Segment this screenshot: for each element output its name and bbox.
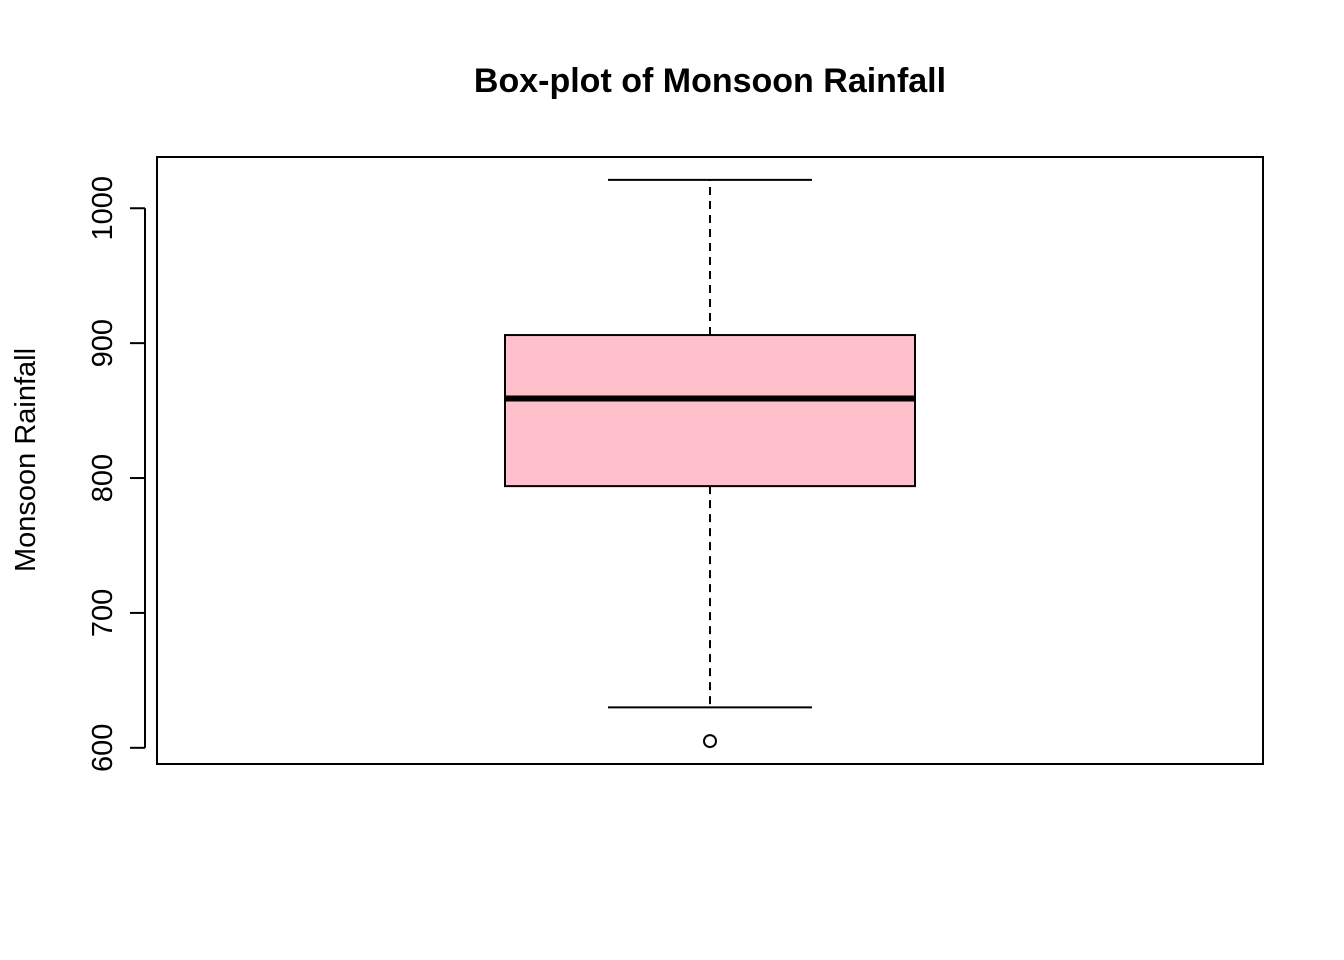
plot-area-frame [156, 156, 1264, 765]
chart-title: Box-plot of Monsoon Rainfall [474, 62, 946, 100]
y-tick-label: 600 [87, 724, 119, 772]
y-axis: 600 700 800 900 1000 [87, 176, 146, 772]
y-axis-label: Monsoon Rainfall [10, 348, 42, 572]
boxplot-group [504, 178, 916, 749]
y-tick-label: 900 [87, 319, 119, 367]
y-tick-label: 800 [87, 454, 119, 502]
outlier-point [703, 734, 717, 749]
y-tick-label: 700 [87, 589, 119, 637]
interquartile-box [504, 334, 916, 488]
y-tick-label: 1000 [87, 176, 119, 241]
